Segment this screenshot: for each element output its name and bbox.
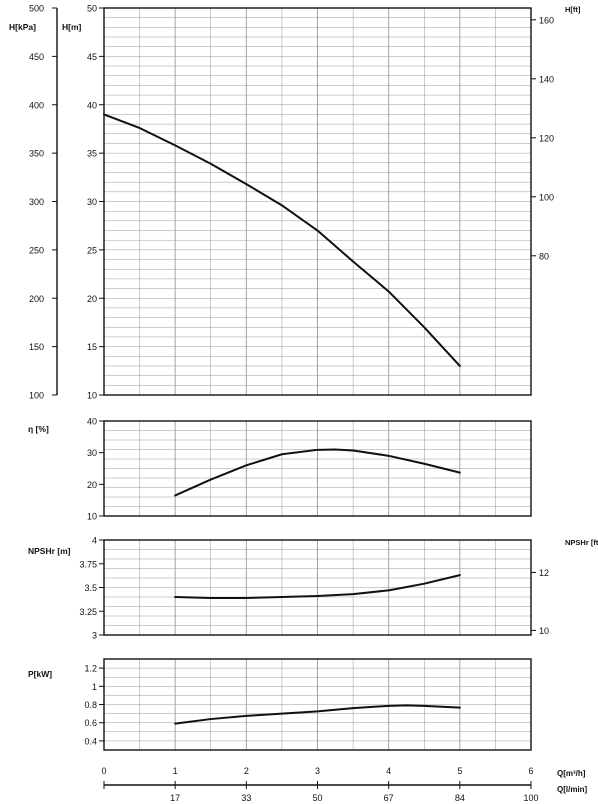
x-axes: 0 1 2 3 4 5 6 17 33 50 67 84 100 Q[m³/h] Q[l/min] [101, 766, 587, 803]
y-tick-label: 10 [87, 391, 97, 401]
y-tick-label: 40 [87, 417, 97, 427]
chart-panels: 101520253035404550H[m]100150200250300350… [9, 4, 598, 751]
head-curve [103, 113, 461, 367]
y-tick-label: 4 [92, 536, 97, 546]
outer-y-tick-label: 200 [29, 294, 44, 304]
y-tick-label: 10 [87, 512, 97, 522]
x-axis-label-lmin: Q[l/min] [557, 785, 588, 794]
panel-head: 10 15 20 25 30 35 40 45 50 H[m] 100 150 200 250 300 350… [9, 4, 581, 401]
y-tick-label: 20 [87, 480, 97, 490]
right-y-tick-label: 10 [539, 626, 549, 636]
outer-y-tick-label: 100 [29, 391, 44, 401]
y-axis-label: NPSHr [m] [28, 546, 71, 556]
y-tick-label: 30 [87, 448, 97, 458]
y-tick-label: 0.8 [84, 700, 97, 710]
right-y-tick-label: 12 [539, 568, 549, 578]
y-axis-label: H[m] [62, 22, 82, 32]
x-tick-label-m3h: 4 [386, 766, 391, 776]
right-y-axis-label: H[ft] [565, 5, 581, 14]
x-tick-label-lmin: 17 [170, 793, 180, 803]
outer-y-tick-label: 350 [29, 149, 44, 159]
outer-y-tick-label: 300 [29, 197, 44, 207]
y-tick-label: 1 [92, 682, 97, 692]
outer-y-axis-label: H[kPa] [9, 22, 36, 32]
right-y-tick-label: 120 [539, 133, 554, 143]
outer-y-tick-label: 150 [29, 342, 44, 352]
x-tick-label-lmin: 67 [384, 793, 394, 803]
y-tick-label: 15 [87, 342, 97, 352]
y-tick-label: 3.75 [79, 559, 97, 569]
y-tick-label: 20 [87, 294, 97, 304]
y-tick-label: 50 [87, 4, 97, 14]
x-tick-label-m3h: 2 [244, 766, 249, 776]
x-tick-label-m3h: 3 [315, 766, 320, 776]
npshr-curve [174, 574, 461, 599]
panel-power: 0.4 0.6 0.8 1 1.2 P[kW] [28, 658, 532, 751]
y-tick-label: 3.5 [84, 583, 97, 593]
efficiency-curve [174, 448, 461, 497]
y-tick-label: 30 [87, 197, 97, 207]
y-tick-label: 35 [87, 149, 97, 159]
right-y-axis-label: NPSHr [ft] [565, 538, 598, 547]
y-axis-label: η [%] [28, 424, 49, 434]
right-y-tick-label: 160 [539, 15, 554, 25]
y-axis-label: P[kW] [28, 669, 52, 679]
x-axis-label-m3h: Q[m³/h] [557, 769, 586, 778]
outer-y-tick-label: 400 [29, 100, 44, 110]
x-tick-label-lmin: 100 [523, 793, 538, 803]
x-tick-label-lmin: 50 [312, 793, 322, 803]
x-tick-label-m3h: 1 [173, 766, 178, 776]
panel-npshr: 3 3.25 3.5 3.75 4 NPSHr [m] 10 12 NPSHr [ft] [28, 536, 598, 641]
x-tick-label-lmin: 33 [241, 793, 251, 803]
outer-y-tick-label: 250 [29, 245, 44, 255]
x-tick-label-m3h: 6 [528, 766, 533, 776]
power-curve [174, 704, 461, 725]
y-tick-label: 25 [87, 245, 97, 255]
x-tick-label-m3h: 0 [101, 766, 106, 776]
x-tick-label-lmin: 84 [455, 793, 465, 803]
y-tick-label: 3 [92, 631, 97, 641]
y-tick-label: 0.6 [84, 718, 97, 728]
y-tick-label: 45 [87, 52, 97, 62]
y-tick-label: 40 [87, 100, 97, 110]
outer-y-tick-label: 450 [29, 52, 44, 62]
y-tick-label: 3.25 [79, 607, 97, 617]
panel-frame [103, 420, 532, 517]
outer-y-tick-label: 500 [29, 4, 44, 14]
right-y-tick-label: 140 [539, 74, 554, 84]
right-y-tick-label: 100 [539, 192, 554, 202]
x-tick-label-m3h: 5 [457, 766, 462, 776]
panel-efficiency: 10 20 30 40 η [%] [28, 417, 532, 522]
y-tick-label: 1.2 [84, 664, 97, 674]
y-tick-label: 0.4 [84, 736, 97, 746]
right-y-tick-label: 80 [539, 251, 549, 261]
